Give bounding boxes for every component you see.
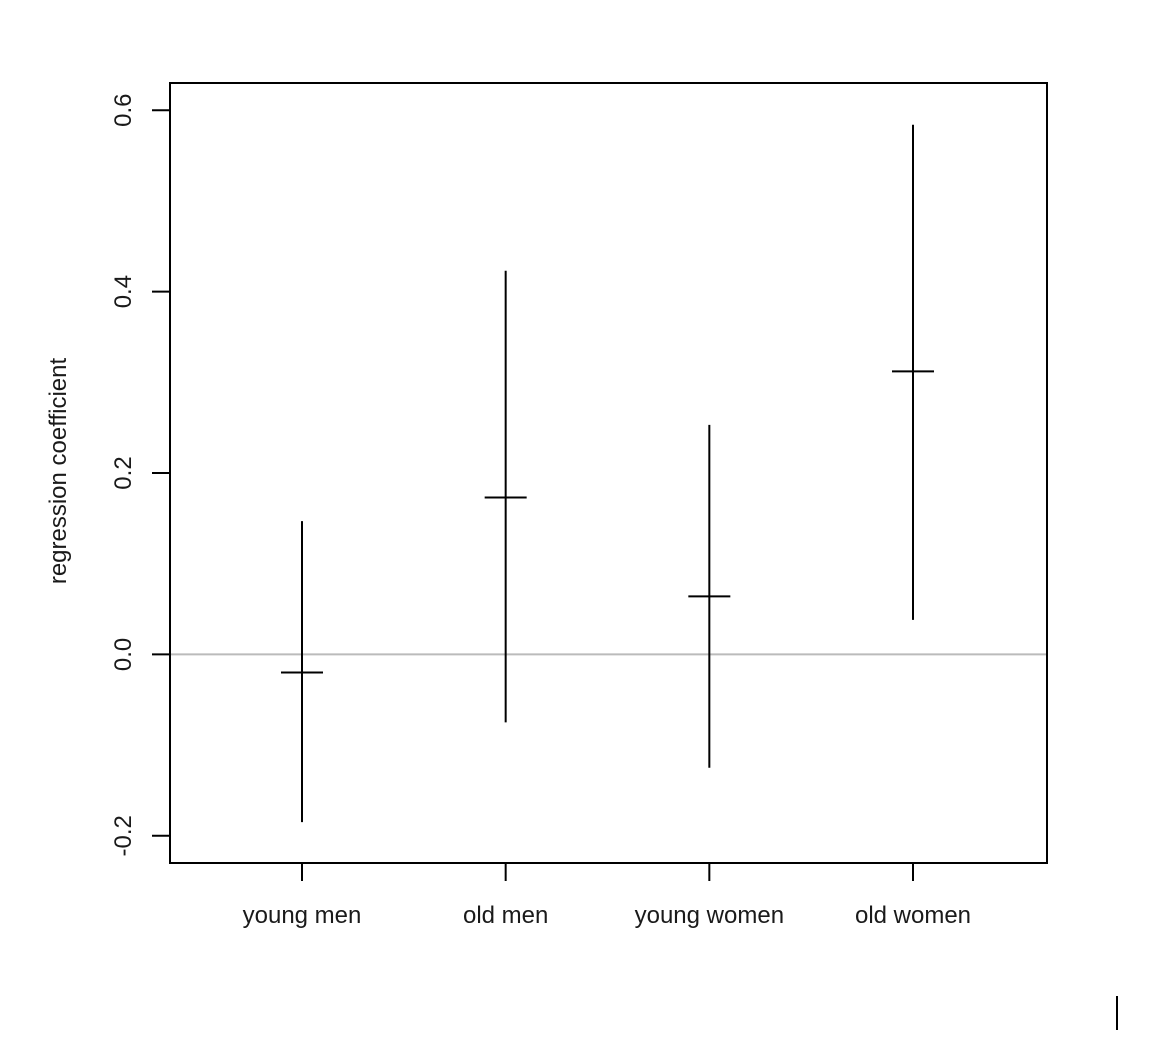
- plot-frame: [169, 82, 1048, 864]
- x-tick-label-3: old women: [855, 902, 971, 929]
- y-tick-label-1: 0.0: [110, 638, 137, 671]
- x-tick-label-0: young men: [243, 902, 362, 929]
- y-tick-label-0: -0.2: [110, 815, 137, 856]
- y-axis-title: regression coefficient: [45, 358, 72, 585]
- y-tick-label-3: 0.4: [110, 275, 137, 308]
- y-tick-label-4: 0.6: [110, 94, 137, 127]
- x-tick-label-2: young women: [635, 902, 784, 929]
- plot-area: young men old men young women old women -0.2…: [110, 82, 1048, 929]
- y-tick-label-2: 0.2: [110, 456, 137, 489]
- x-tick-label-1: old men: [463, 902, 548, 929]
